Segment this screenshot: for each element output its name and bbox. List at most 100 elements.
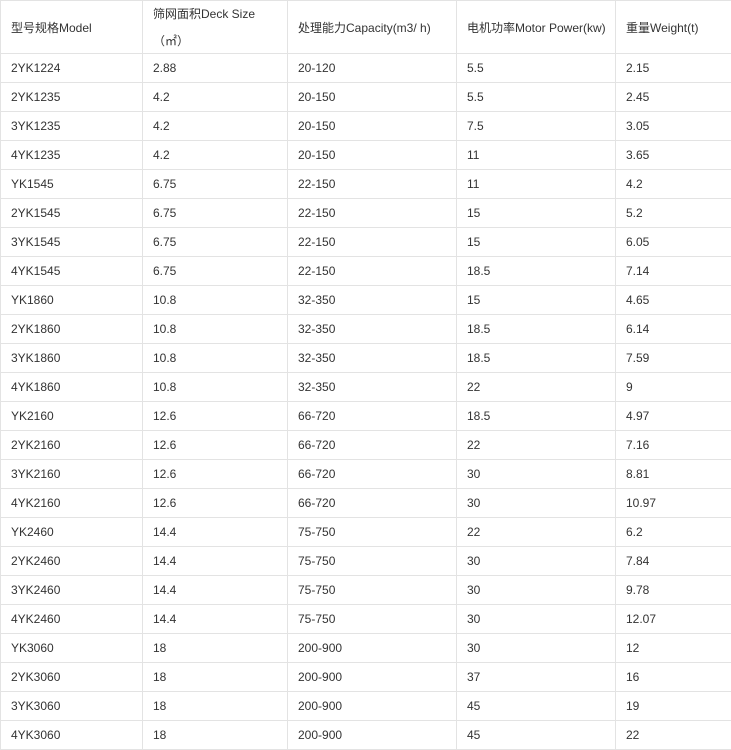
cell-deck-size: 10.8 xyxy=(142,285,288,315)
cell-weight: 5.2 xyxy=(615,198,731,228)
cell-model: 3YK1860 xyxy=(0,343,143,373)
cell-model: 2YK1860 xyxy=(0,314,143,344)
cell-model: 2YK1235 xyxy=(0,82,143,112)
cell-capacity: 22-150 xyxy=(287,227,457,257)
cell-weight: 2.15 xyxy=(615,53,731,83)
cell-deck-size: 6.75 xyxy=(142,198,288,228)
cell-motor-power: 18.5 xyxy=(456,314,616,344)
table-row: 2YK1224 2.88 20-120 5.5 2.15 xyxy=(0,53,731,83)
table-row: 3YK2160 12.6 66-720 30 8.81 xyxy=(0,459,731,489)
cell-capacity: 20-150 xyxy=(287,111,457,141)
cell-deck-size: 12.6 xyxy=(142,430,288,460)
cell-capacity: 75-750 xyxy=(287,604,457,634)
header-row: 型号规格Model 筛网面积Deck Size （㎡） 处理能力Capacity(… xyxy=(0,0,731,54)
cell-capacity: 22-150 xyxy=(287,169,457,199)
cell-weight: 4.2 xyxy=(615,169,731,199)
cell-capacity: 32-350 xyxy=(287,372,457,402)
cell-model: 2YK1224 xyxy=(0,53,143,83)
cell-motor-power: 7.5 xyxy=(456,111,616,141)
cell-deck-size: 14.4 xyxy=(142,517,288,547)
cell-model: 3YK2460 xyxy=(0,575,143,605)
cell-motor-power: 30 xyxy=(456,488,616,518)
cell-model: 3YK1235 xyxy=(0,111,143,141)
cell-deck-size: 10.8 xyxy=(142,343,288,373)
cell-capacity: 32-350 xyxy=(287,314,457,344)
cell-motor-power: 22 xyxy=(456,372,616,402)
cell-capacity: 20-150 xyxy=(287,82,457,112)
cell-weight: 9.78 xyxy=(615,575,731,605)
cell-model: 4YK1545 xyxy=(0,256,143,286)
cell-motor-power: 5.5 xyxy=(456,53,616,83)
cell-weight: 19 xyxy=(615,691,731,721)
cell-capacity: 66-720 xyxy=(287,430,457,460)
header-deck-size-label: 筛网面积Deck Size xyxy=(153,7,256,21)
table-row: 4YK3060 18 200-900 45 22 xyxy=(0,720,731,750)
cell-deck-size: 6.75 xyxy=(142,169,288,199)
cell-model: 2YK3060 xyxy=(0,662,143,692)
cell-motor-power: 18.5 xyxy=(456,401,616,431)
cell-deck-size: 14.4 xyxy=(142,546,288,576)
cell-model: 2YK2160 xyxy=(0,430,143,460)
cell-weight: 7.59 xyxy=(615,343,731,373)
cell-weight: 10.97 xyxy=(615,488,731,518)
table-row: YK1545 6.75 22-150 11 4.2 xyxy=(0,169,731,199)
cell-deck-size: 14.4 xyxy=(142,604,288,634)
cell-capacity: 66-720 xyxy=(287,401,457,431)
table-row: 3YK2460 14.4 75-750 30 9.78 xyxy=(0,575,731,605)
cell-weight: 4.97 xyxy=(615,401,731,431)
cell-model: 2YK1545 xyxy=(0,198,143,228)
cell-weight: 3.65 xyxy=(615,140,731,170)
cell-capacity: 32-350 xyxy=(287,285,457,315)
cell-capacity: 200-900 xyxy=(287,633,457,663)
cell-model: 4YK1235 xyxy=(0,140,143,170)
cell-weight: 4.65 xyxy=(615,285,731,315)
cell-capacity: 75-750 xyxy=(287,575,457,605)
header-motor-power: 电机功率Motor Power(kw) xyxy=(456,0,616,54)
cell-model: 2YK2460 xyxy=(0,546,143,576)
table-row: 4YK2160 12.6 66-720 30 10.97 xyxy=(0,488,731,518)
cell-model: YK2160 xyxy=(0,401,143,431)
table-row: YK2460 14.4 75-750 22 6.2 xyxy=(0,517,731,547)
cell-weight: 16 xyxy=(615,662,731,692)
table-row: 2YK2160 12.6 66-720 22 7.16 xyxy=(0,430,731,460)
cell-motor-power: 30 xyxy=(456,459,616,489)
cell-deck-size: 18 xyxy=(142,691,288,721)
cell-weight: 3.05 xyxy=(615,111,731,141)
cell-capacity: 22-150 xyxy=(287,198,457,228)
cell-deck-size: 18 xyxy=(142,720,288,750)
cell-model: YK1545 xyxy=(0,169,143,199)
cell-deck-size: 4.2 xyxy=(142,82,288,112)
header-weight: 重量Weight(t) xyxy=(615,0,731,54)
cell-deck-size: 12.6 xyxy=(142,459,288,489)
cell-motor-power: 15 xyxy=(456,198,616,228)
cell-deck-size: 4.2 xyxy=(142,140,288,170)
cell-weight: 8.81 xyxy=(615,459,731,489)
cell-capacity: 75-750 xyxy=(287,546,457,576)
cell-model: YK2460 xyxy=(0,517,143,547)
cell-motor-power: 11 xyxy=(456,169,616,199)
cell-weight: 2.45 xyxy=(615,82,731,112)
cell-motor-power: 30 xyxy=(456,604,616,634)
cell-model: 3YK1545 xyxy=(0,227,143,257)
table-row: 3YK1235 4.2 20-150 7.5 3.05 xyxy=(0,111,731,141)
cell-capacity: 20-150 xyxy=(287,140,457,170)
cell-motor-power: 11 xyxy=(456,140,616,170)
table-row: 2YK1545 6.75 22-150 15 5.2 xyxy=(0,198,731,228)
table-row: 2YK2460 14.4 75-750 30 7.84 xyxy=(0,546,731,576)
cell-weight: 12.07 xyxy=(615,604,731,634)
cell-capacity: 200-900 xyxy=(287,691,457,721)
cell-motor-power: 45 xyxy=(456,720,616,750)
cell-weight: 12 xyxy=(615,633,731,663)
header-deck-size-unit: （㎡） xyxy=(153,34,190,48)
cell-deck-size: 2.88 xyxy=(142,53,288,83)
cell-model: 4YK2460 xyxy=(0,604,143,634)
table-row: 4YK1545 6.75 22-150 18.5 7.14 xyxy=(0,256,731,286)
table-row: 2YK3060 18 200-900 37 16 xyxy=(0,662,731,692)
cell-model: 3YK2160 xyxy=(0,459,143,489)
cell-motor-power: 18.5 xyxy=(456,256,616,286)
cell-weight: 6.2 xyxy=(615,517,731,547)
cell-capacity: 32-350 xyxy=(287,343,457,373)
table-row: 3YK1545 6.75 22-150 15 6.05 xyxy=(0,227,731,257)
cell-deck-size: 12.6 xyxy=(142,401,288,431)
